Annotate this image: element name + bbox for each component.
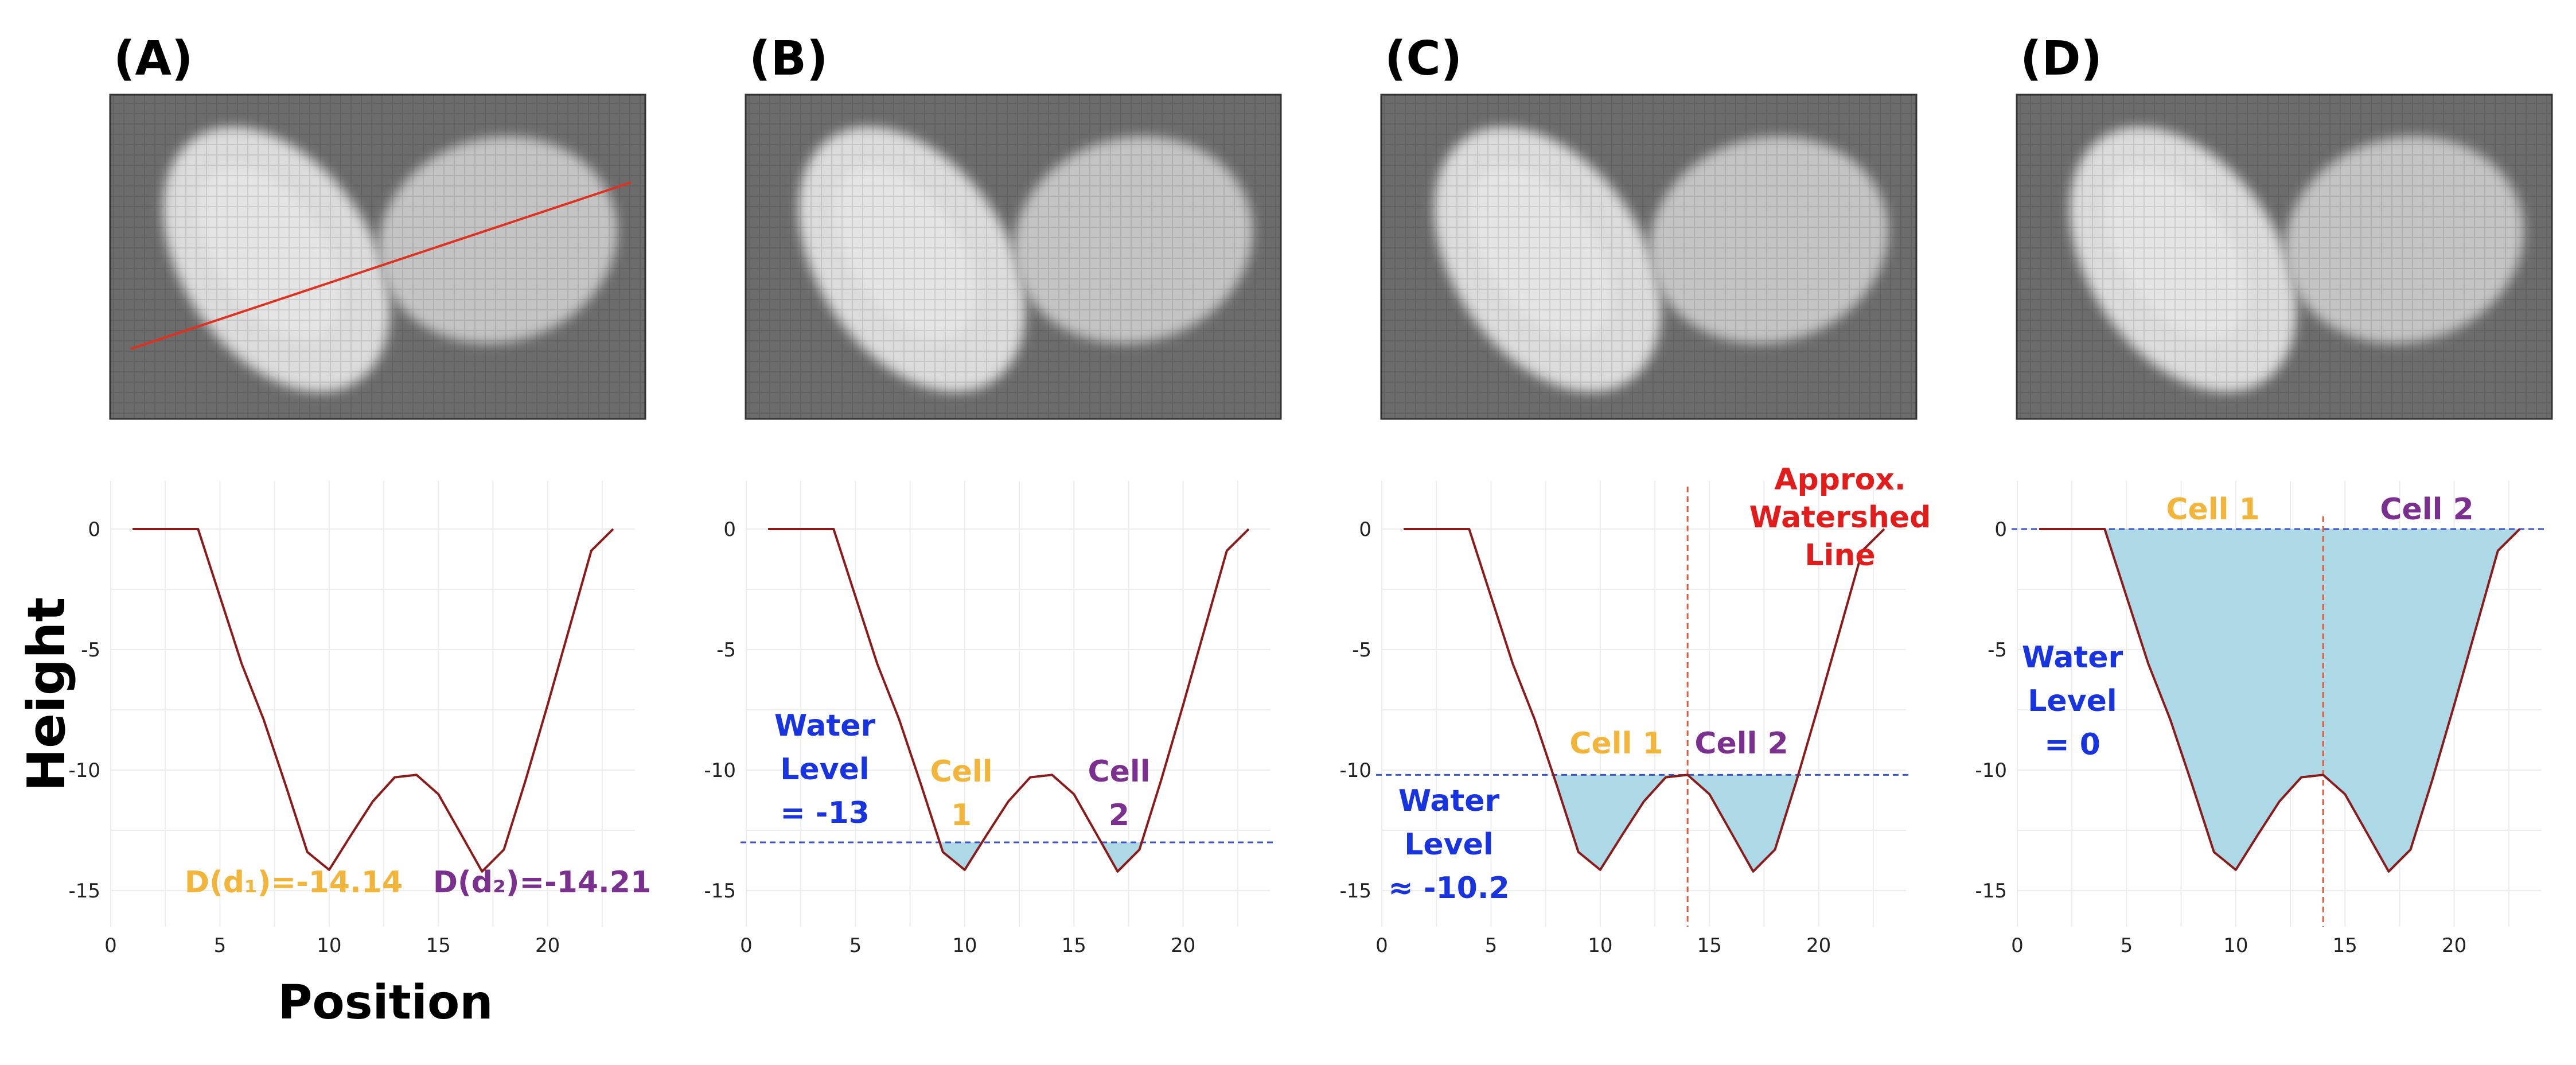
water-basin-fill (2105, 529, 2520, 872)
x-tick-label: 20 (2442, 934, 2466, 957)
water-basin-fill (1688, 775, 1799, 872)
water-level-label-line-2: Level (780, 752, 869, 787)
water-level-label-line-3: = -13 (780, 796, 870, 830)
y-tick-label: -5 (1987, 639, 2007, 662)
cell1-label-line-1: Cell (930, 755, 992, 789)
x-tick-label: 15 (2333, 934, 2357, 957)
x-tick-label: 5 (1485, 934, 1498, 957)
chart-grid (110, 481, 635, 927)
microscopy-image (2016, 94, 2553, 420)
panel-d: (D) 0 5 10 15 20 0 -5 -10 -15 Water Level = 0 Cell 1 C… (1975, 32, 2553, 957)
panel-a: (A) 0 5 10 15 20 0 -5 -10 -15 D(d₁)=-14.14 D(d₂)=-1… (68, 32, 651, 957)
watershed-label-line-1: Approx. (1774, 462, 1905, 497)
water-basin-fill (940, 842, 982, 870)
x-tick-label: 0 (2011, 934, 2024, 957)
water-level-label-line-3: ≈ -10.2 (1388, 871, 1510, 905)
height-profile-chart: 0 5 10 15 20 0 -5 -10 -15 (1339, 481, 1912, 957)
microscopy-image (745, 94, 1282, 420)
x-tick-label: 5 (2121, 934, 2133, 957)
y-tick-label: 0 (88, 518, 100, 541)
x-tick-label: 10 (1588, 934, 1612, 957)
x-tick-label: 10 (2223, 934, 2248, 957)
y-tick-label: -10 (68, 759, 100, 782)
x-tick-label: 10 (952, 934, 977, 957)
depth-d1-label: D(d₁)=-14.14 (185, 865, 403, 900)
water-level-label-line-1: Water (774, 709, 876, 743)
height-profile-curve (768, 528, 1250, 873)
x-tick-label: 15 (426, 934, 451, 957)
height-profile-chart: 0 5 10 15 20 0 -5 -10 -15 (1975, 481, 2547, 957)
x-tick-label: 15 (1062, 934, 1086, 957)
panel-letter: (D) (2020, 32, 2102, 86)
y-tick-label: -15 (1339, 880, 1371, 903)
x-tick-label: 5 (214, 934, 227, 957)
y-tick-label: -10 (704, 759, 736, 782)
microscopy-image (109, 94, 646, 420)
x-tick-label: 20 (1171, 934, 1195, 957)
image-pixel-grid (746, 95, 1281, 419)
profile-scan-line (130, 181, 632, 350)
height-profile-curve (2039, 528, 2521, 873)
x-tick-label: 15 (1697, 934, 1722, 957)
cell1-label: Cell 1 (1569, 726, 1663, 761)
x-tick-label: 0 (104, 934, 117, 957)
watershed-label-line-3: Line (1805, 538, 1875, 573)
panel-letter: (C) (1385, 32, 1462, 86)
cell1-label-line-2: 1 (951, 798, 972, 833)
water-level-label-line-2: Level (1404, 827, 1493, 862)
microscopy-image (1380, 94, 1918, 420)
chart-grid (746, 481, 1271, 927)
height-profile-curve (1404, 528, 1885, 873)
y-tick-label: -15 (1975, 880, 2007, 903)
y-tick-label: -10 (1975, 759, 2007, 782)
image-pixel-grid (110, 95, 645, 419)
y-tick-label: -5 (81, 639, 100, 662)
y-tick-label: -15 (68, 880, 100, 903)
y-tick-label: 0 (1359, 518, 1371, 541)
water-level-label-line-3: = 0 (2044, 728, 2100, 762)
y-tick-label: -5 (716, 639, 736, 662)
cell2-label-line-1: Cell (1088, 755, 1150, 789)
x-tick-label: 5 (849, 934, 862, 957)
water-level-label-line-2: Level (2028, 684, 2117, 718)
x-tick-label: 0 (1375, 934, 1388, 957)
height-profile-chart: 0 5 10 15 20 0 -5 -10 -15 (68, 481, 635, 957)
cell2-label: Cell 2 (2380, 492, 2473, 527)
y-tick-label: -15 (704, 880, 736, 903)
panel-letter: (A) (114, 32, 193, 86)
cell1-label: Cell 1 (2166, 492, 2259, 527)
cell2-label: Cell 2 (1694, 726, 1788, 761)
height-profile-chart: 0 5 10 15 20 0 -5 -10 -15 (704, 481, 1276, 957)
y-tick-label: -5 (1352, 639, 1371, 662)
y-axis-label: Height (17, 597, 77, 792)
x-tick-label: 20 (1806, 934, 1831, 957)
x-tick-label: 0 (740, 934, 753, 957)
water-level-label-line-1: Water (1398, 784, 1500, 818)
y-tick-label: -10 (1339, 759, 1371, 782)
water-basin-fill (1553, 775, 1688, 870)
cell2-label-line-2: 2 (1109, 798, 1129, 833)
x-tick-label: 10 (317, 934, 341, 957)
x-axis-label: Position (278, 975, 493, 1030)
y-tick-label: 0 (723, 518, 736, 541)
water-basin-fill (1101, 842, 1142, 872)
watershed-label-line-2: Watershed (1749, 500, 1931, 535)
water-level-label-line-1: Water (2022, 640, 2123, 675)
height-profile-curve (132, 528, 614, 873)
depth-d2-label: D(d₂)=-14.21 (433, 865, 651, 900)
chart-grid (1381, 481, 1906, 927)
panel-letter: (B) (749, 32, 828, 86)
y-tick-label: 0 (1994, 518, 2007, 541)
x-tick-label: 20 (535, 934, 560, 957)
panel-c: (C) 0 5 10 15 20 0 -5 -10 -15 Water Level ≈ -10.2 Cel… (1339, 32, 1931, 957)
image-pixel-grid (2017, 95, 2552, 419)
image-pixel-grid (1381, 95, 1916, 419)
